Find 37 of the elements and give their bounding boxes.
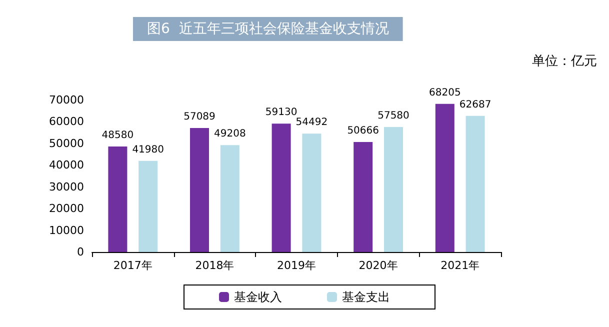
legend-label: 基金收入 — [234, 290, 282, 304]
data-label: 57580 — [378, 110, 410, 122]
data-label: 41980 — [132, 144, 164, 156]
data-label: 57089 — [184, 112, 216, 123]
x-tick-label: 2021年 — [440, 259, 480, 272]
bar — [435, 104, 454, 252]
data-label: 48580 — [102, 130, 134, 142]
bar — [302, 134, 322, 252]
y-tick-label: 50000 — [49, 136, 84, 150]
bar — [466, 116, 485, 252]
data-label: 59130 — [265, 107, 298, 118]
y-tick-label: 20000 — [49, 202, 84, 216]
legend-label: 基金支出 — [342, 290, 390, 304]
text: 单位：亿元 — [532, 54, 597, 69]
data-label: 68205 — [428, 87, 461, 98]
bar — [272, 124, 291, 252]
x-tick-label: 2019年 — [277, 259, 316, 272]
x-tick-label: 2018年 — [195, 259, 234, 272]
bar — [354, 142, 373, 252]
y-tick-label: 60000 — [49, 115, 84, 128]
data-label: 62687 — [459, 99, 492, 110]
bar — [108, 146, 128, 252]
bar — [190, 128, 209, 252]
bar — [220, 145, 240, 252]
data-label: 50666 — [347, 125, 380, 136]
data-label: 54492 — [296, 117, 328, 128]
y-tick-label: 70000 — [49, 94, 84, 106]
data-label: 49208 — [214, 128, 246, 140]
y-tick-label: 40000 — [49, 158, 84, 172]
y-tick-label: 0 — [77, 246, 84, 258]
chart-title: 图6 近五年三项社会保险基金收支情况 — [147, 21, 389, 37]
x-tick-label: 2020年 — [358, 259, 398, 272]
y-tick-label: 30000 — [49, 180, 84, 194]
bar — [384, 126, 403, 252]
x-tick-label: 2017年 — [113, 259, 152, 272]
bar — [138, 160, 158, 252]
y-tick-label: 10000 — [49, 224, 84, 237]
